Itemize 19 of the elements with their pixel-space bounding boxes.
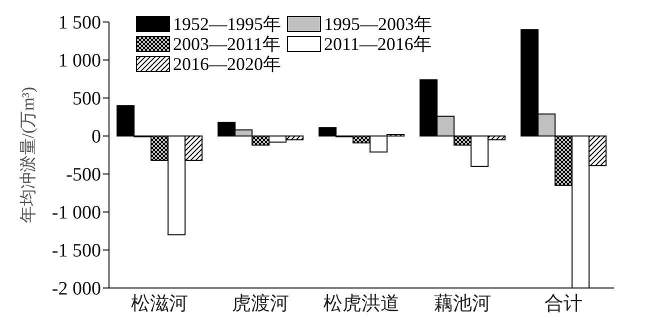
y-tick-label: 1 500	[58, 12, 101, 34]
legend-label: 2011—2016年	[324, 34, 432, 54]
y-tick-label: -1 000	[52, 202, 101, 224]
x-tick-label: 虎渡河	[232, 293, 289, 314]
legend-label: 1995—2003年	[324, 14, 432, 34]
legend-label: 2016—2020年	[173, 54, 281, 74]
y-tick-label: 0	[92, 126, 101, 148]
x-tick-label: 松虎洪道	[324, 293, 400, 314]
y-tick-label: -500	[66, 164, 101, 186]
x-tick-label: 藕池河	[434, 293, 491, 314]
legend-label: 2003—2011年	[173, 34, 280, 54]
y-tick-label: -2 000	[52, 278, 101, 300]
legend-label: 1952—1995年	[173, 14, 281, 34]
y-tick-label: 1 000	[58, 50, 101, 72]
y-tick-label: -1 500	[52, 240, 101, 262]
y-axis-title: 年均冲淤量/(万m³)	[18, 86, 38, 224]
y-tick-label: 500	[72, 88, 101, 110]
x-tick-label: 合计	[544, 293, 582, 314]
x-tick-label: 松滋河	[131, 293, 188, 314]
